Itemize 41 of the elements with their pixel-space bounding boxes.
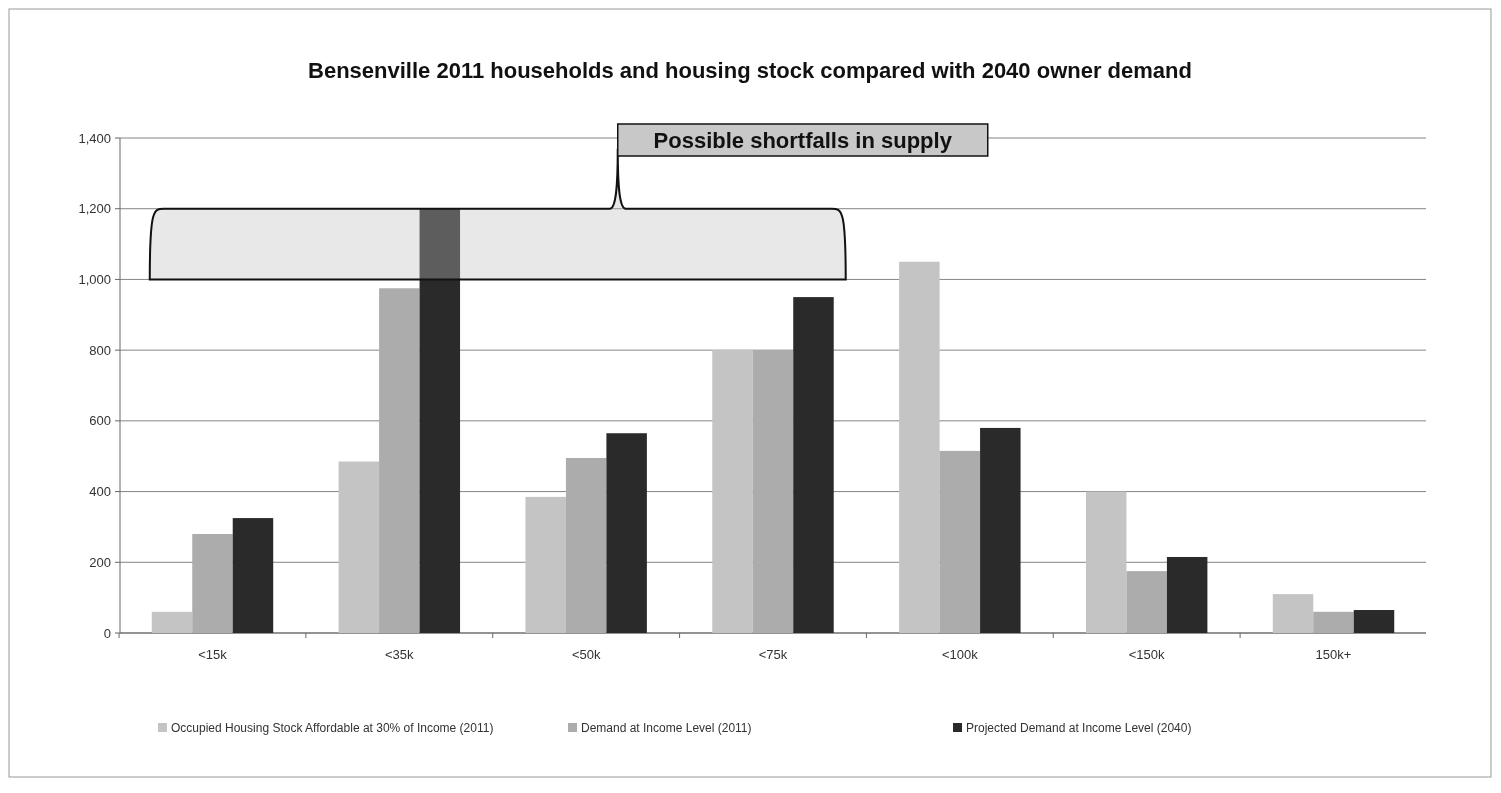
x-tick-label: <75k xyxy=(758,647,788,662)
y-tick-label: 400 xyxy=(89,484,111,500)
y-tick-label: 1,400 xyxy=(78,130,111,146)
bar xyxy=(793,297,834,633)
bar xyxy=(419,208,461,633)
legend-label: Projected Demand at Income Level (2040) xyxy=(966,721,1192,736)
y-tick-label: 0 xyxy=(103,625,111,641)
x-tick-label: <15k xyxy=(198,647,228,662)
y-tick-label: 200 xyxy=(89,554,111,570)
bar xyxy=(1313,611,1354,633)
bar xyxy=(606,433,647,633)
legend-label: Occupied Housing Stock Affordable at 30% of Income (2011) xyxy=(171,721,494,736)
bar xyxy=(565,457,607,633)
bar xyxy=(939,450,981,633)
bar xyxy=(752,350,794,633)
legend-label: Demand at Income Level (2011) xyxy=(581,721,752,736)
y-tick-label: 1,000 xyxy=(78,271,111,287)
bar xyxy=(338,461,380,633)
chart-title: Bensenville 2011 households and housing stock compared with 2040 owner demand xyxy=(308,58,1192,83)
bar xyxy=(1085,491,1127,633)
bar xyxy=(192,534,233,633)
x-tick-label: <35k xyxy=(385,647,415,662)
y-tick-label: 800 xyxy=(89,342,111,358)
bar xyxy=(379,288,420,633)
bar xyxy=(1126,571,1167,633)
bar xyxy=(151,611,193,633)
bar xyxy=(1166,556,1208,633)
y-tick-label: 1,200 xyxy=(78,201,111,217)
x-tick-label: <150k xyxy=(1128,647,1166,662)
annotation: Possible shortfalls in supply xyxy=(653,127,953,153)
bar xyxy=(525,496,566,633)
x-tick-label: 150k+ xyxy=(1315,647,1352,662)
y-tick-label: 600 xyxy=(89,413,111,429)
bar xyxy=(232,518,274,633)
bar xyxy=(980,427,1021,633)
bar xyxy=(1353,610,1395,633)
bar xyxy=(899,261,940,633)
x-tick-label: <50k xyxy=(571,647,601,662)
bar xyxy=(1272,594,1314,633)
bar xyxy=(712,350,753,633)
x-tick-label: <100k xyxy=(941,647,979,662)
